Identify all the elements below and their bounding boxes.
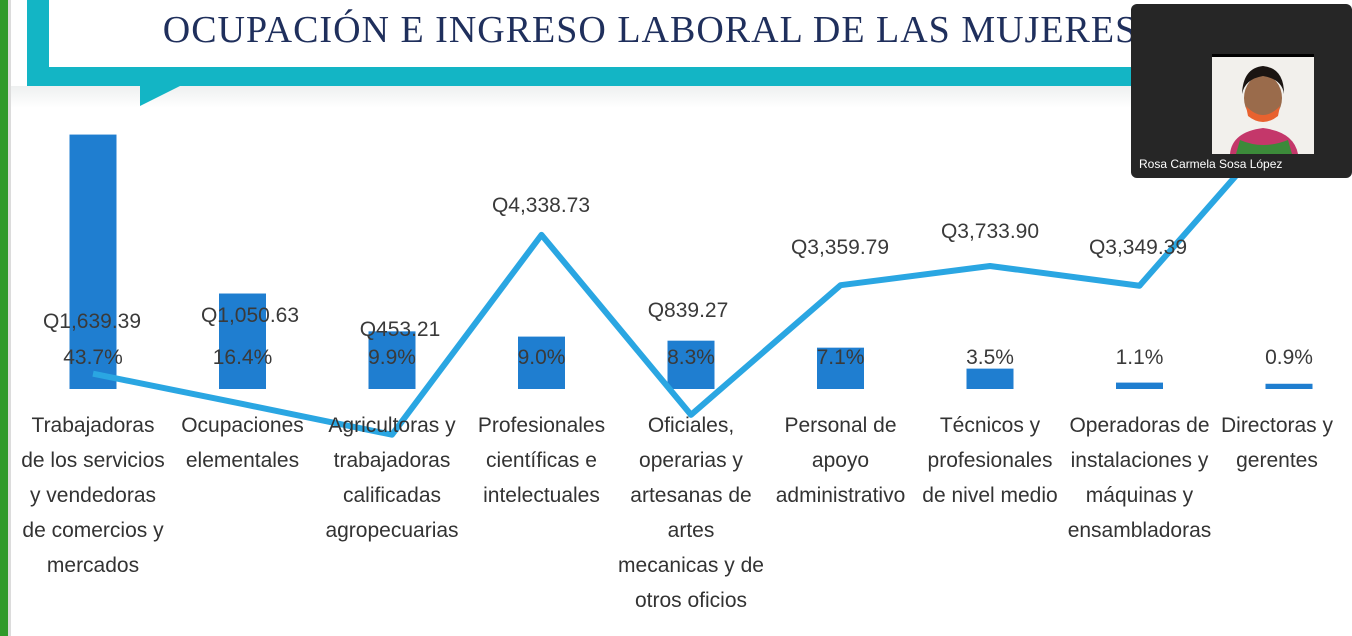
window-left-edge [0,0,8,636]
line-label: Q3,733.90 [941,220,1039,243]
line-data-labels: Q1,639.39 Q1,050.63 Q453.21 Q4,338.73 Q839.2… [43,194,1187,341]
category-label: Trabajadoras de los servicios y vendedor… [21,414,165,577]
banner-shadow [11,86,1352,108]
bar-label: 8.3% [667,346,715,369]
line-series [92,157,1253,438]
line-label: Q839.27 [648,299,729,322]
window-left-edge-shadow [8,0,11,636]
category-label: Operadoras de instalaciones y máquinas y… [1067,414,1212,542]
participant-video [1212,54,1314,154]
category-label: Agricultoras y trabajadoras calificadas … [325,414,459,542]
line-label: Q4,338.73 [492,194,590,217]
video-tile[interactable]: Rosa Carmela Sosa López [1131,4,1352,178]
bar-label: 9.9% [368,346,416,369]
category-label: Técnicos y profesionales de nivel medio [922,414,1058,507]
bar-label: 43.7% [63,346,123,369]
bar-label: 9.0% [518,346,566,369]
slide-title: OCUPACIÓN E INGRESO LABORAL DE LAS MUJER… [162,9,1138,51]
category-label: Ocupaciones elementales [181,414,304,472]
bar-label: 3.5% [966,346,1014,369]
category-label: Profesionales científicas e intelectuale… [477,414,606,507]
bar [1116,382,1163,389]
bar-label: 1.1% [1116,346,1164,369]
line-label: Q1,639.39 [43,310,141,333]
bar [219,293,266,389]
bar-series [69,134,1313,389]
income-line [92,157,1253,438]
line-label: Q3,359.79 [791,236,889,259]
participant-name: Rosa Carmela Sosa López [1139,157,1283,171]
category-label: Personal de apoyo administrativo [775,414,906,507]
bar-data-labels: 43.7% 16.4% 9.9% 9.0% 8.3% 7.1% 3.5% 1.1% 0.9% [63,346,1313,369]
bar-label: 7.1% [817,346,865,369]
bar [518,336,565,389]
bar [1265,383,1313,389]
category-label: Directoras y gerentes [1220,414,1334,472]
line-label: Q453.21 [360,318,441,341]
bar [368,331,416,389]
line-label: Q3,349.39 [1089,236,1187,259]
banner-tab-decoration [140,86,180,106]
bar-label: 16.4% [213,346,273,369]
bar [667,340,715,389]
bar [966,368,1014,389]
category-label: Oficiales, operarias y artesanas de arte… [618,414,764,612]
line-label: Q1,050.63 [201,304,299,327]
bar-label: 0.9% [1265,346,1313,369]
bar [69,134,117,389]
bar [817,347,864,389]
